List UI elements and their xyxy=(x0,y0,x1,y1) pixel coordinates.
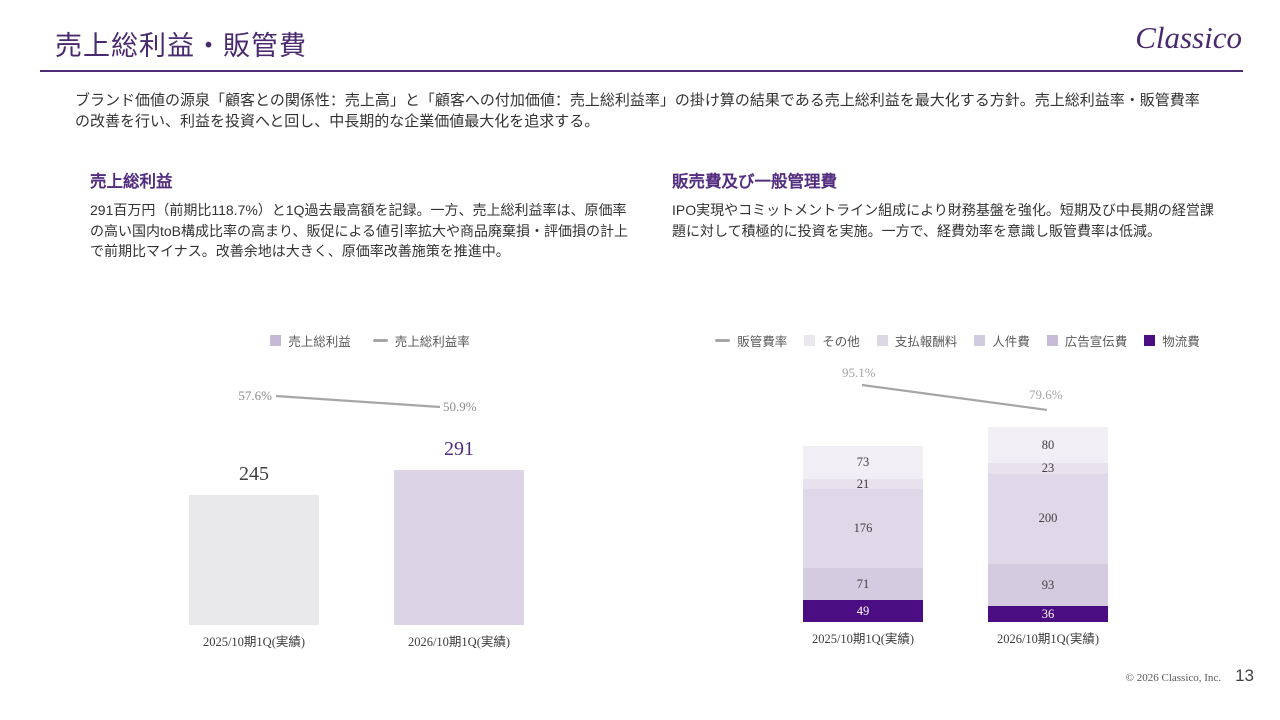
legend-item: 支払報酬料 xyxy=(876,331,958,350)
legend-square-marker-icon xyxy=(804,335,816,346)
legend-label: 売上総利益 xyxy=(288,335,351,349)
legend-item: 売上総利益 xyxy=(270,331,351,350)
segment-value-label: 71 xyxy=(856,576,870,591)
segment-value-label: 93 xyxy=(1041,577,1055,592)
bar-value-label: 291 xyxy=(444,438,474,460)
company-logo: Classico xyxy=(1135,20,1242,55)
bar-segment xyxy=(189,494,319,625)
bar-value-label: 245 xyxy=(239,462,269,485)
category-label: 2025/10期1Q(実績) xyxy=(202,635,306,649)
rate-value-label: 50.9% xyxy=(443,398,477,414)
legend-label: 人件費 xyxy=(992,335,1030,349)
legend-item: 物流費 xyxy=(1144,331,1200,350)
sga-chart-legend: 販管費率 その他 支払報酬料 人件費 広告宣伝費 物流費 xyxy=(715,331,1200,350)
legend-square-marker-icon xyxy=(974,335,986,346)
bar-segment: 176 xyxy=(803,488,923,568)
category-label: 2026/10期1Q(実績) xyxy=(407,635,511,649)
segment-value-label: 23 xyxy=(1041,461,1055,476)
rate-value-label: 79.6% xyxy=(1029,386,1063,402)
legend-label: 広告宣伝費 xyxy=(1064,335,1128,349)
bar-segment: 93 xyxy=(988,563,1108,606)
bar-segment: 23 xyxy=(988,461,1108,476)
legend-label: 支払報酬料 xyxy=(894,335,958,349)
copyright-text: © 2026 Classico, Inc. xyxy=(1125,672,1222,684)
legend-label: 売上総利益率 xyxy=(394,335,470,349)
legend-item: 人件費 xyxy=(974,331,1030,350)
gross-profit-section: 売上総利益 291百万円（前期比118.7%）と1Q過去最高額を記録。一方、売上… xyxy=(90,168,638,262)
legend-label: 物流費 xyxy=(1162,335,1200,349)
intro-text: ブランド価値の源泉「顧客との関係性：売上高」と「顧客への付加価値：売上総利益率」… xyxy=(75,92,1200,131)
gross-profit-chart: 売上総利益 売上総利益率 245 2025/10期1Q(実績) 291 2026/10期… xyxy=(170,325,570,670)
bar-segment: 80 xyxy=(988,427,1108,464)
segment-value-label: 200 xyxy=(1038,511,1058,526)
segment-value-label: 80 xyxy=(1041,437,1055,452)
category-label: 2026/10期1Q(実績) xyxy=(996,632,1100,646)
bar-segment: 73 xyxy=(803,446,923,480)
page-title: 売上総利益・販管費 xyxy=(55,31,307,61)
legend-item: 広告宣伝費 xyxy=(1046,331,1128,350)
bar-segment: 49 xyxy=(803,599,923,622)
sga-section: 販売費及び一般管理費 IPO実現やコミットメントライン組成により財務基盤を強化。… xyxy=(672,168,1224,241)
category-label: 2025/10期1Q(実績) xyxy=(811,632,915,646)
sga-body: IPO実現やコミットメントライン組成により財務基盤を強化。短期及び中長期の経営課… xyxy=(672,202,1214,239)
legend-line-marker-icon xyxy=(715,339,731,342)
legend-square-marker-icon xyxy=(1046,335,1058,346)
rate-trend-line xyxy=(861,383,1048,412)
legend-item: 販管費率 xyxy=(715,331,787,350)
page-number: 13 xyxy=(1235,666,1254,685)
legend-label: その他 xyxy=(822,335,860,349)
legend-square-marker-icon xyxy=(270,335,282,346)
legend-line-marker-icon xyxy=(372,339,388,342)
bar-segment: 36 xyxy=(988,605,1108,622)
segment-value-label: 49 xyxy=(856,603,870,618)
gross-profit-body: 291百万円（前期比118.7%）と1Q過去最高額を記録。一方、売上総利益率は、… xyxy=(90,202,629,260)
segment-value-label: 73 xyxy=(856,455,870,470)
legend-square-marker-icon xyxy=(1144,335,1156,346)
bar-segment xyxy=(394,470,524,625)
rate-value-label: 57.6% xyxy=(238,388,272,403)
legend-label: 販管費率 xyxy=(737,335,788,349)
gross-profit-heading: 売上総利益 xyxy=(90,173,173,191)
segment-value-label: 21 xyxy=(856,476,870,491)
sga-heading: 販売費及び一般管理費 xyxy=(672,173,837,191)
sga-chart: 販管費率 その他 支払報酬料 人件費 広告宣伝費 物流費 49 71 176 21 73 2025/… xyxy=(715,325,1200,670)
bar-segment: 200 xyxy=(988,473,1108,564)
sga-chart-plot: 49 71 176 21 73 2025/10期1Q(実績) 36 93 200 23 80 2026… xyxy=(735,325,1180,670)
bar-segment: 71 xyxy=(803,567,923,600)
bar-segment: 21 xyxy=(803,476,923,491)
gross-profit-chart-legend: 売上総利益 売上総利益率 xyxy=(170,331,570,350)
title-divider xyxy=(40,70,1243,72)
legend-item: 売上総利益率 xyxy=(372,331,470,350)
gross-profit-chart-plot: 245 2025/10期1Q(実績) 291 2026/10期1Q(実績) 57.6% 5… xyxy=(170,325,570,670)
segment-value-label: 176 xyxy=(853,520,873,535)
legend-square-marker-icon xyxy=(876,335,888,346)
legend-item: その他 xyxy=(804,331,860,350)
segment-value-label: 36 xyxy=(1041,606,1055,621)
rate-value-label: 95.1% xyxy=(842,365,876,380)
slide-footer: © 2026 Classico, Inc. 13 xyxy=(1126,666,1254,686)
